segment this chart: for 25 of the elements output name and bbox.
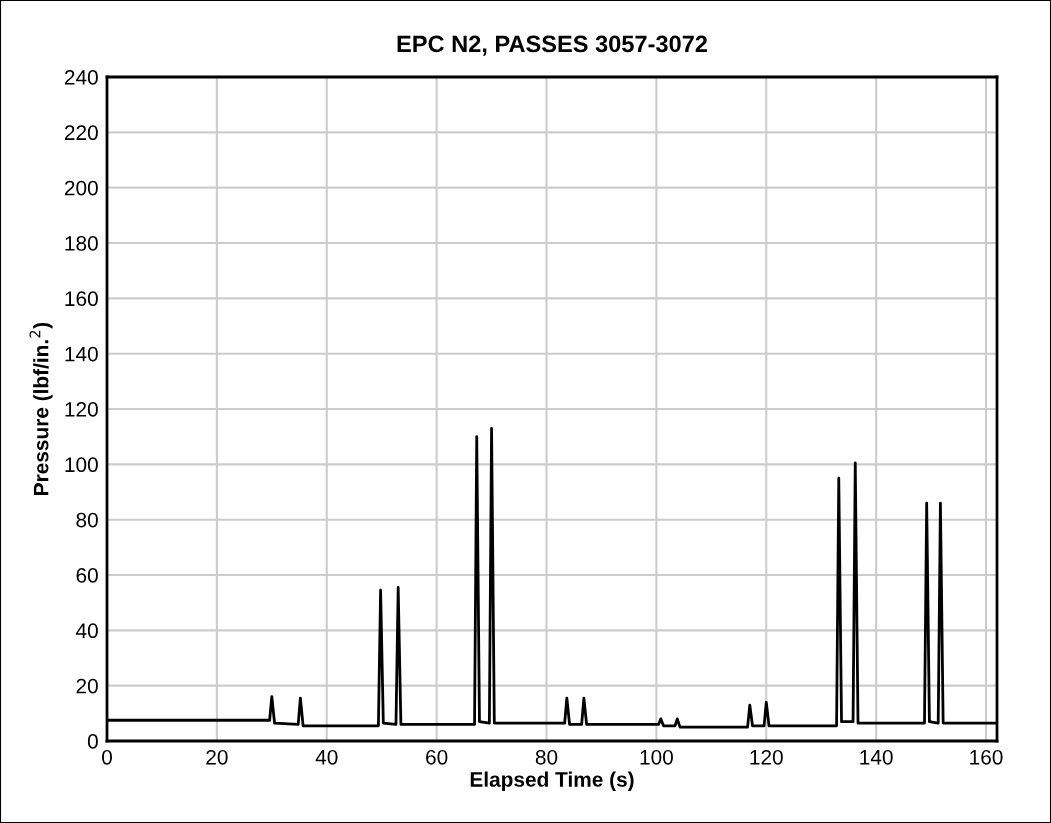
y-tick-label: 0	[87, 734, 98, 749]
y-tick-label: 120	[65, 402, 98, 417]
y-axis-title: Pressure (lbf/in.$^{2}$)	[29, 322, 53, 495]
y-tick-label: 180	[65, 236, 98, 251]
x-axis-title: Elapsed Time (s)	[470, 771, 634, 791]
x-tick-label: 160	[970, 749, 1003, 765]
y-tick-label: 140	[65, 346, 98, 362]
x-tick-label: 120	[750, 749, 783, 765]
x-tick-label: 0	[102, 749, 112, 765]
x-tick-label: 60	[426, 749, 448, 765]
x-tick-label: 40	[315, 749, 338, 765]
y-tick-label: 20	[76, 678, 98, 694]
y-tick-label: 160	[65, 291, 98, 307]
y-tick-label: 40	[75, 623, 98, 639]
x-tick-label: 80	[535, 749, 558, 765]
x-tick-label: 140	[860, 749, 893, 765]
y-tick-label: 80	[76, 512, 98, 528]
x-tick-label: 100	[640, 749, 673, 765]
y-tick-label: 60	[76, 568, 98, 583]
y-tick-label: 100	[65, 457, 98, 473]
y-tick-label: 240	[64, 70, 98, 85]
y-tick-label: 200	[64, 180, 98, 196]
y-tick-label: 220	[64, 125, 98, 141]
chart-title: EPC N2, PASSES 3057-3072	[397, 35, 708, 56]
x-tick-label: 20	[206, 749, 228, 765]
